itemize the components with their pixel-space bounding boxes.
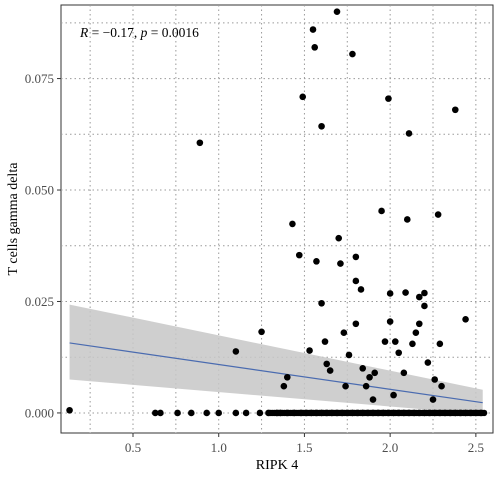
- x-axis-title: RIPK 4: [256, 458, 298, 473]
- data-point: [400, 369, 408, 377]
- data-point: [283, 373, 291, 381]
- data-point: [333, 8, 341, 15]
- data-point: [174, 409, 181, 417]
- data-point: [323, 360, 331, 368]
- data-point: [429, 396, 437, 403]
- x-tick-label: 2.0: [382, 440, 398, 455]
- y-tick-label: 0.075: [25, 71, 54, 86]
- y-axis: 0.000 0.025 0.050 0.075: [25, 71, 61, 420]
- data-point: [352, 253, 360, 261]
- data-point: [311, 44, 319, 51]
- data-point: [295, 251, 303, 259]
- data-point: [335, 234, 343, 242]
- data-point: [462, 316, 469, 323]
- data-point: [436, 340, 444, 348]
- data-point: [232, 348, 240, 355]
- data-point: [203, 409, 211, 417]
- data-point: [196, 139, 204, 147]
- data-point: [151, 409, 159, 417]
- data-point: [157, 409, 164, 417]
- data-point: [306, 347, 313, 354]
- data-point: [378, 207, 385, 215]
- data-point: [337, 260, 344, 267]
- data-point: [412, 329, 420, 336]
- x-tick-label: 1.0: [211, 440, 227, 455]
- data-point: [289, 220, 296, 228]
- data-point: [342, 382, 349, 390]
- correlation-annotation: R = −0.17, p = 0.0016: [79, 25, 199, 40]
- data-point: [340, 329, 348, 336]
- data-point: [326, 367, 334, 374]
- data-point: [232, 409, 240, 417]
- data-point: [371, 369, 379, 377]
- data-point: [321, 338, 329, 345]
- data-point: [381, 338, 389, 345]
- data-point: [395, 349, 403, 357]
- data-points: [66, 8, 488, 417]
- data-point: [386, 290, 394, 297]
- x-axis: 0.5 1.0 1.5 2.0 2.5: [125, 433, 484, 455]
- data-point: [366, 373, 373, 381]
- data-point: [345, 351, 353, 359]
- data-point: [403, 216, 411, 223]
- data-point: [405, 130, 413, 137]
- data-point: [318, 122, 325, 130]
- data-point: [415, 320, 423, 328]
- data-point: [421, 302, 428, 310]
- data-point: [391, 338, 399, 345]
- y-tick-label: 0.025: [25, 294, 54, 309]
- data-point: [187, 409, 195, 417]
- data-point: [402, 289, 409, 296]
- data-point: [357, 286, 365, 293]
- data-point: [299, 93, 307, 101]
- data-point: [415, 293, 423, 301]
- data-point: [215, 409, 223, 417]
- data-point: [318, 299, 325, 307]
- y-tick-label: 0.000: [25, 405, 54, 420]
- data-point: [434, 211, 442, 218]
- data-point: [385, 95, 392, 102]
- data-point: [313, 258, 320, 265]
- data-point: [480, 409, 488, 417]
- data-point: [352, 277, 360, 285]
- data-point: [242, 409, 250, 417]
- data-point: [66, 406, 73, 414]
- data-point: [258, 328, 265, 336]
- data-point: [438, 382, 445, 390]
- data-point: [390, 391, 397, 399]
- regression-line: [69, 342, 483, 404]
- data-point: [256, 409, 264, 417]
- y-tick-label: 0.050: [25, 183, 54, 198]
- data-point: [409, 340, 416, 348]
- data-point: [424, 359, 432, 366]
- data-point: [359, 365, 367, 372]
- data-point: [309, 26, 317, 33]
- data-point: [362, 382, 370, 390]
- data-point: [386, 318, 394, 325]
- data-point: [431, 376, 439, 383]
- confidence-band: [69, 304, 483, 415]
- data-point: [451, 106, 459, 114]
- x-tick-label: 1.5: [296, 440, 312, 455]
- x-tick-label: 2.5: [468, 440, 484, 455]
- data-point: [352, 320, 360, 328]
- y-axis-title: T cells gamma delta: [6, 162, 21, 276]
- data-point: [421, 289, 428, 297]
- data-point: [280, 382, 288, 390]
- x-tick-label: 0.5: [125, 440, 141, 455]
- data-point: [349, 50, 356, 58]
- data-point: [369, 396, 377, 403]
